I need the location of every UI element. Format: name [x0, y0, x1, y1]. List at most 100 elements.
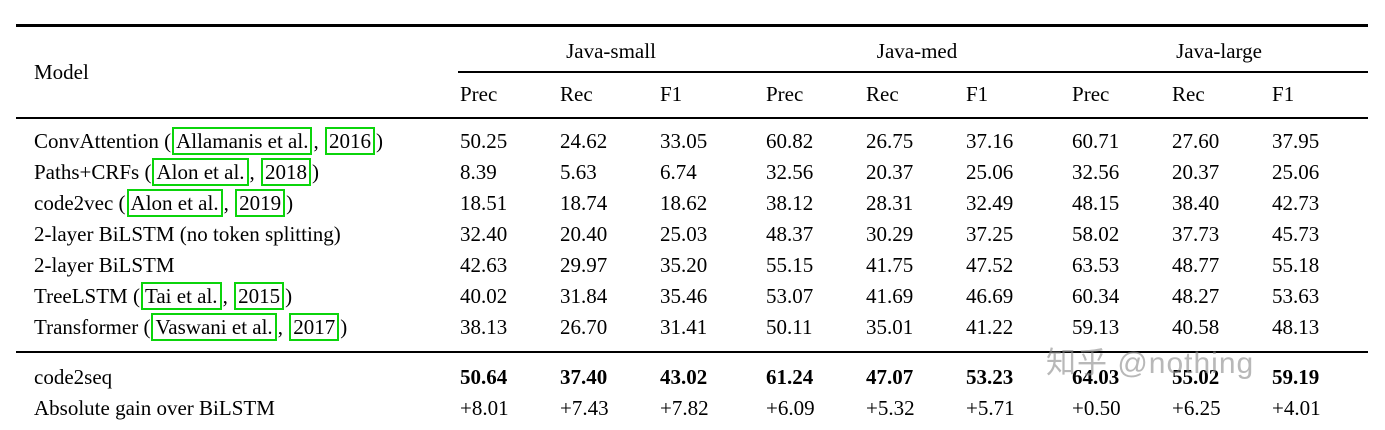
model-cell: code2vec (Alon et al., 2019): [16, 188, 458, 219]
value-cell: 50.11: [766, 315, 813, 339]
model-text: ): [340, 315, 348, 339]
model-cell: 2-layer BiLSTM (no token splitting): [16, 219, 458, 250]
value-cell: 38.12: [766, 191, 814, 215]
value-cell: 24.62: [560, 129, 608, 153]
value-cell: 26.75: [866, 129, 914, 153]
value-cell: 48.37: [766, 222, 814, 246]
value-cell: 31.41: [660, 315, 708, 339]
value-cell: 50.25: [460, 129, 508, 153]
value-cell: 59.19: [1270, 351, 1369, 393]
citation-box: Tai et al.: [140, 282, 222, 310]
model-text: ,: [249, 160, 261, 184]
model-text: ): [312, 160, 320, 184]
value-cell: +0.50: [1072, 396, 1121, 420]
value-cell: 35.46: [660, 284, 708, 308]
model-column-header: Model: [16, 25, 458, 119]
model-text: 2-layer BiLSTM (no token splitting): [34, 222, 341, 246]
value-cell: 29.97: [560, 253, 608, 277]
value-cell: 58.02: [1072, 222, 1120, 246]
value-cell: 6.74: [660, 160, 697, 184]
group-header-java-large: Java-large: [1070, 25, 1369, 73]
model-text: ): [375, 129, 383, 153]
value-cell: 50.64: [458, 351, 558, 393]
col-header-f1: F1: [658, 72, 764, 119]
value-cell: 37.95: [1272, 129, 1320, 153]
value-cell: 8.39: [460, 160, 497, 184]
col-header-f1: F1: [1270, 72, 1369, 119]
results-table: Model Java-small Java-med Java-large Pre…: [16, 24, 1369, 430]
model-cell: Absolute gain over BiLSTM: [34, 396, 275, 420]
value-cell: 60.82: [766, 129, 814, 153]
model-text: ,: [222, 284, 234, 308]
value-cell: 63.53: [1072, 253, 1120, 277]
col-header-rec: Rec: [864, 72, 964, 119]
value-cell: +7.82: [660, 396, 709, 420]
value-cell: 37.73: [1172, 222, 1220, 246]
table-row: Transformer (Vaswani et al., 2017) 38.13…: [16, 312, 1368, 352]
value-cell: 37.40: [558, 351, 658, 393]
value-cell: 5.63: [560, 160, 597, 184]
value-cell: 55.15: [766, 253, 814, 277]
value-cell: 55.18: [1272, 253, 1320, 277]
value-cell: 33.05: [660, 129, 708, 153]
model-cell: 2-layer BiLSTM: [16, 250, 458, 281]
group-header-row: Model Java-small Java-med Java-large: [16, 25, 1369, 119]
value-cell: 31.84: [560, 284, 608, 308]
model-text: ,: [277, 315, 289, 339]
value-cell: 32.56: [1072, 160, 1120, 184]
value-cell: 47.52: [966, 253, 1014, 277]
value-cell: +4.01: [1272, 396, 1321, 420]
value-cell: 53.23: [964, 351, 1071, 393]
citation-box: 2017: [289, 313, 340, 341]
model-text: ,: [313, 129, 324, 153]
model-text: TreeLSTM (: [34, 284, 140, 308]
model-text: ): [286, 191, 294, 215]
value-cell: +6.25: [1172, 396, 1221, 420]
col-header-rec: Rec: [1170, 72, 1271, 119]
value-cell: +6.09: [766, 396, 815, 420]
value-cell: 47.07: [864, 351, 964, 393]
citation-box: 2019: [235, 189, 286, 217]
value-cell: 25.06: [966, 160, 1014, 184]
value-cell: +5.32: [866, 396, 915, 420]
value-cell: 27.60: [1172, 129, 1220, 153]
value-cell: 35.01: [866, 315, 914, 339]
value-cell: 53.07: [766, 284, 814, 308]
value-cell: 41.75: [866, 253, 914, 277]
value-cell: 53.63: [1272, 284, 1320, 308]
table-row: code2vec (Alon et al., 2019) 18.51 18.74…: [16, 188, 1368, 219]
citation-box: 2016: [324, 127, 375, 155]
value-cell: 48.13: [1272, 315, 1320, 339]
value-cell: 32.49: [966, 191, 1014, 215]
value-cell: 45.73: [1272, 222, 1320, 246]
value-cell: 55.02: [1170, 351, 1271, 393]
value-cell: 48.27: [1172, 284, 1220, 308]
value-cell: 35.20: [660, 253, 708, 277]
summary-section: code2seq 50.64 37.40 43.02 61.24 47.07 5…: [16, 351, 1369, 430]
citation-box: 2015: [234, 282, 285, 310]
value-cell: 61.24: [764, 351, 864, 393]
model-text: code2vec (: [34, 191, 126, 215]
group-header-java-med: Java-med: [764, 25, 1071, 73]
col-header-prec: Prec: [458, 72, 558, 119]
code2seq-row: code2seq 50.64 37.40 43.02 61.24 47.07 5…: [16, 351, 1369, 393]
model-cell: TreeLSTM (Tai et al., 2015): [16, 281, 458, 312]
col-header-prec: Prec: [1070, 72, 1171, 119]
value-cell: 38.13: [460, 315, 508, 339]
col-header-rec: Rec: [558, 72, 658, 119]
value-cell: 28.31: [866, 191, 914, 215]
citation-box: Vaswani et al.: [151, 313, 277, 341]
value-cell: 48.77: [1172, 253, 1220, 277]
table-row: ConvAttention (Allamanis et al., 2016) 5…: [16, 118, 1368, 157]
model-text: Paths+CRFs (: [34, 160, 152, 184]
col-header-f1: F1: [964, 72, 1071, 119]
value-cell: 64.03: [1070, 351, 1171, 393]
value-cell: 48.15: [1072, 191, 1120, 215]
table-row: TreeLSTM (Tai et al., 2015) 40.02 31.84 …: [16, 281, 1368, 312]
value-cell: 18.51: [460, 191, 508, 215]
value-cell: 60.34: [1072, 284, 1120, 308]
table-body: ConvAttention (Allamanis et al., 2016) 5…: [16, 118, 1368, 352]
model-cell: Paths+CRFs (Alon et al., 2018): [16, 157, 458, 188]
metric-header-row: Prec Rec F1 Prec Rec F1 Prec Rec F1: [16, 72, 1369, 119]
